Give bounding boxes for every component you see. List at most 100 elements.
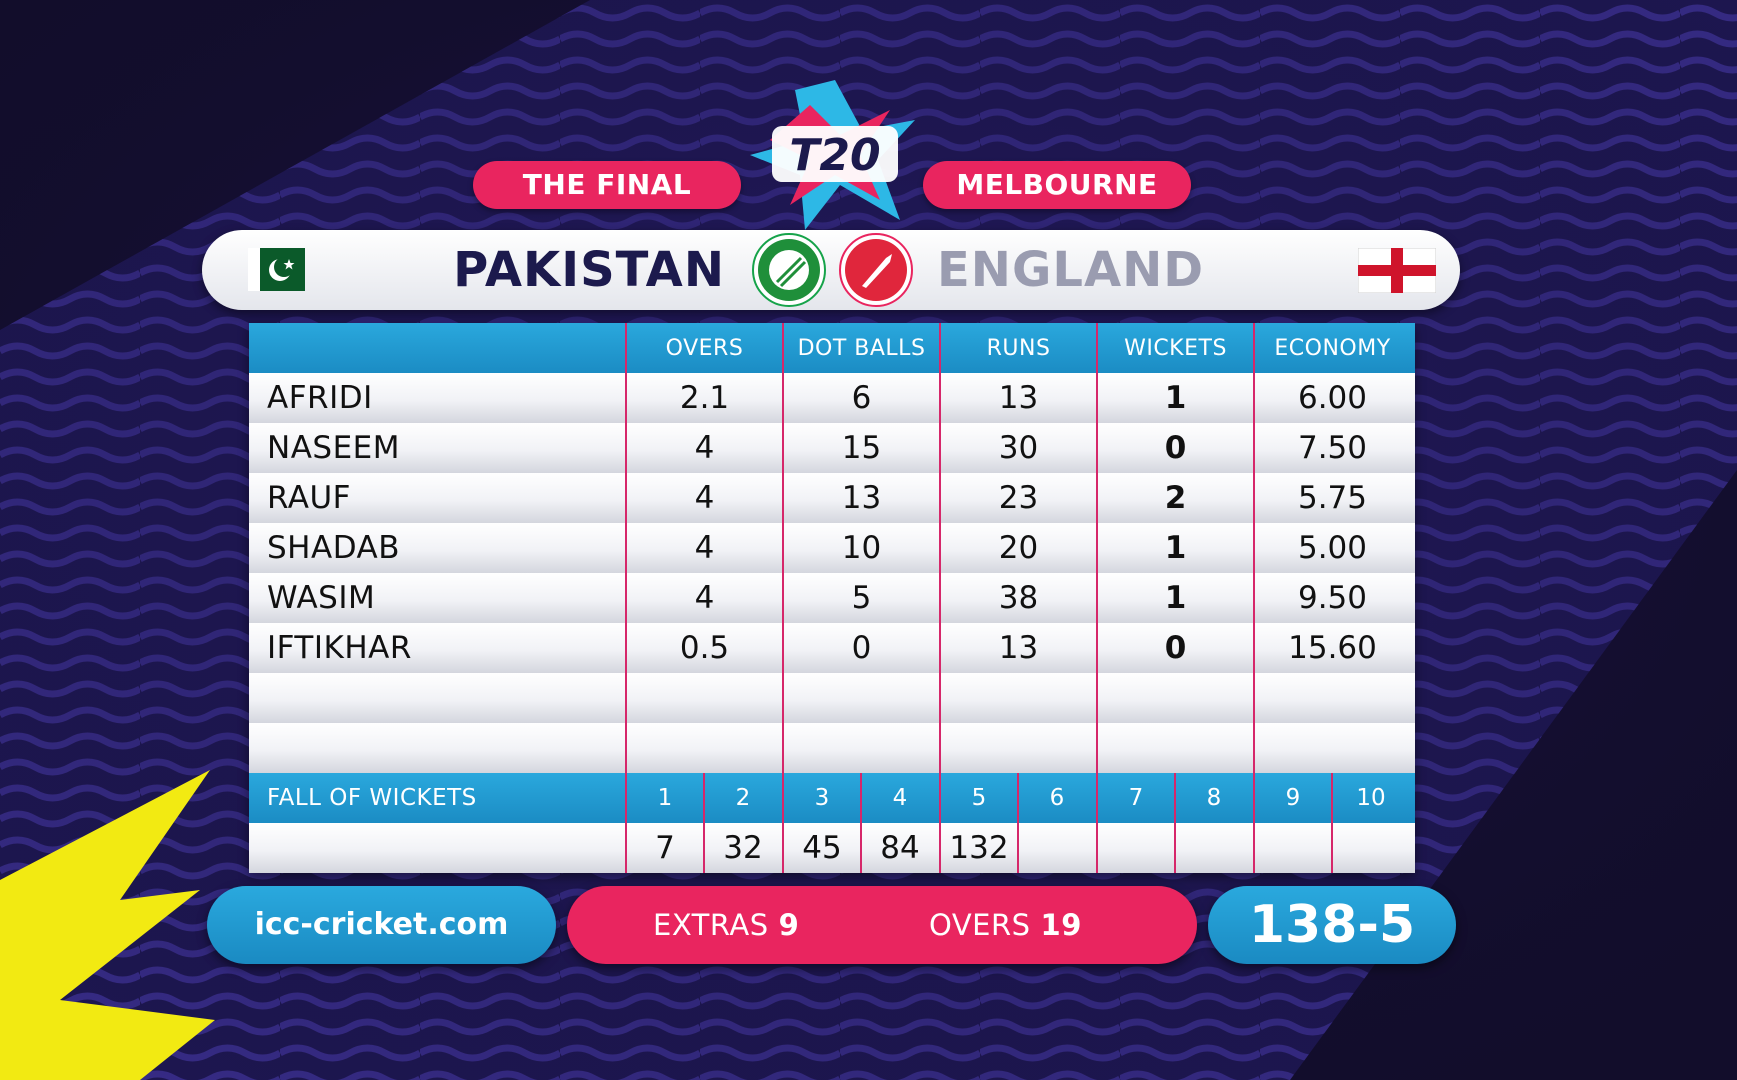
website-pill: icc-cricket.com <box>207 886 556 964</box>
wickets-cell: 1 <box>1164 380 1187 416</box>
teams-bar <box>202 230 1460 310</box>
column-divider <box>939 323 941 773</box>
bowler-name: AFRIDI <box>267 380 373 416</box>
bowler-name: SHADAB <box>267 530 400 566</box>
fall-of-wickets-header: FALL OF WICKETS 1 2 3 4 5 6 7 8 9 10 <box>249 773 1415 823</box>
batting-team-name: ENGLAND <box>937 242 1205 298</box>
wicket-score <box>1332 823 1410 873</box>
dot-balls-cell: 6 <box>851 380 872 416</box>
table-row: IFTIKHAR 0.5 0 13 0 15.60 <box>249 623 1415 673</box>
table-row-empty <box>249 723 1415 773</box>
table-row-empty <box>249 673 1415 723</box>
table-row: WASIM 4 5 38 1 9.50 <box>249 573 1415 623</box>
wicket-number: 2 <box>735 785 751 811</box>
column-divider <box>1096 773 1098 873</box>
extras-summary: EXTRAS 9 <box>653 886 799 964</box>
overs-cell: 4 <box>694 530 715 566</box>
overs-value: 19 <box>1040 908 1082 942</box>
overs-summary: OVERS 19 <box>929 886 1082 964</box>
wickets-cell: 1 <box>1164 530 1187 566</box>
wicket-number: 5 <box>971 785 987 811</box>
wicket-number: 9 <box>1285 785 1301 811</box>
dot-balls-cell: 15 <box>841 430 882 466</box>
runs-cell: 13 <box>998 630 1039 666</box>
venue-pill: MELBOURNE <box>923 161 1191 209</box>
bowler-name: RAUF <box>267 480 352 516</box>
ball-icon <box>752 233 826 307</box>
bowler-name: NASEEM <box>267 430 400 466</box>
stage-pill: THE FINAL <box>473 161 741 209</box>
dot-balls-cell: 13 <box>841 480 882 516</box>
bowler-name: IFTIKHAR <box>267 630 412 666</box>
column-divider <box>1017 773 1019 873</box>
wicket-number: 8 <box>1206 785 1222 811</box>
overs-cell: 2.1 <box>679 380 730 416</box>
overs-label: OVERS <box>929 908 1031 942</box>
table-row: RAUF 4 13 23 2 5.75 <box>249 473 1415 523</box>
table-row: NASEEM 4 15 30 0 7.50 <box>249 423 1415 473</box>
economy-cell: 5.75 <box>1297 480 1368 516</box>
wickets-cell: 1 <box>1164 580 1187 616</box>
column-divider <box>625 323 627 773</box>
runs-cell: 38 <box>998 580 1039 616</box>
overs-cell: 4 <box>694 430 715 466</box>
economy-cell: 7.50 <box>1297 430 1368 466</box>
extras-value: 9 <box>778 908 800 942</box>
wickets-cell: 0 <box>1164 630 1187 666</box>
column-divider <box>703 773 705 873</box>
innings-summary-pill: EXTRAS 9 OVERS 19 <box>567 886 1197 964</box>
fall-of-wickets-values: 7 32 45 84 132 <box>249 823 1415 873</box>
wicket-number: 10 <box>1356 785 1386 811</box>
t20-logo: T20 <box>750 80 915 230</box>
logo-text: T20 <box>789 130 880 181</box>
wicket-score: 132 <box>949 830 1009 866</box>
runs-cell: 23 <box>998 480 1039 516</box>
column-divider <box>1096 323 1098 773</box>
wicket-number: 1 <box>657 785 673 811</box>
col-header-overs: OVERS <box>665 336 744 361</box>
economy-cell: 9.50 <box>1297 580 1368 616</box>
wicket-score <box>1097 823 1175 873</box>
wicket-score <box>1018 823 1096 873</box>
total-score-pill: 138-5 <box>1208 886 1456 964</box>
column-divider <box>625 773 627 873</box>
dot-balls-cell: 10 <box>841 530 882 566</box>
overs-cell: 0.5 <box>679 630 730 666</box>
wicket-score: 84 <box>880 830 920 866</box>
overs-cell: 4 <box>694 480 715 516</box>
column-divider <box>782 323 784 773</box>
extras-label: EXTRAS <box>653 908 769 942</box>
wicket-score: 32 <box>723 830 763 866</box>
wicket-number: 3 <box>814 785 830 811</box>
column-divider <box>1174 773 1176 873</box>
bat-icon <box>839 233 913 307</box>
economy-cell: 6.00 <box>1297 380 1368 416</box>
wicket-score <box>1254 823 1332 873</box>
pakistan-flag-icon <box>248 248 305 291</box>
bowling-figures-table: OVERS DOT BALLS RUNS WICKETS ECONOMY AFR… <box>249 323 1415 873</box>
wicket-score <box>1175 823 1253 873</box>
dot-balls-cell: 0 <box>851 630 872 666</box>
fall-of-wickets-label: FALL OF WICKETS <box>267 785 477 811</box>
wicket-number: 6 <box>1049 785 1065 811</box>
wicket-number: 7 <box>1128 785 1144 811</box>
bowling-team-name: PAKISTAN <box>453 242 725 298</box>
column-divider <box>1253 773 1255 873</box>
bowler-name: WASIM <box>267 580 376 616</box>
table-row: SHADAB 4 10 20 1 5.00 <box>249 523 1415 573</box>
economy-cell: 15.60 <box>1288 630 1377 666</box>
col-header-economy: ECONOMY <box>1274 336 1391 361</box>
wicket-number: 4 <box>892 785 908 811</box>
wickets-cell: 0 <box>1164 430 1187 466</box>
economy-cell: 5.00 <box>1297 530 1368 566</box>
runs-cell: 30 <box>998 430 1039 466</box>
table-header: OVERS DOT BALLS RUNS WICKETS ECONOMY <box>249 323 1415 373</box>
runs-cell: 20 <box>998 530 1039 566</box>
col-header-dot-balls: DOT BALLS <box>797 336 926 361</box>
bowler-name <box>267 673 627 723</box>
col-header-runs: RUNS <box>986 336 1051 361</box>
bowler-name <box>267 723 627 773</box>
column-divider <box>1331 773 1333 873</box>
wicket-score: 7 <box>655 830 675 866</box>
runs-cell: 13 <box>998 380 1039 416</box>
